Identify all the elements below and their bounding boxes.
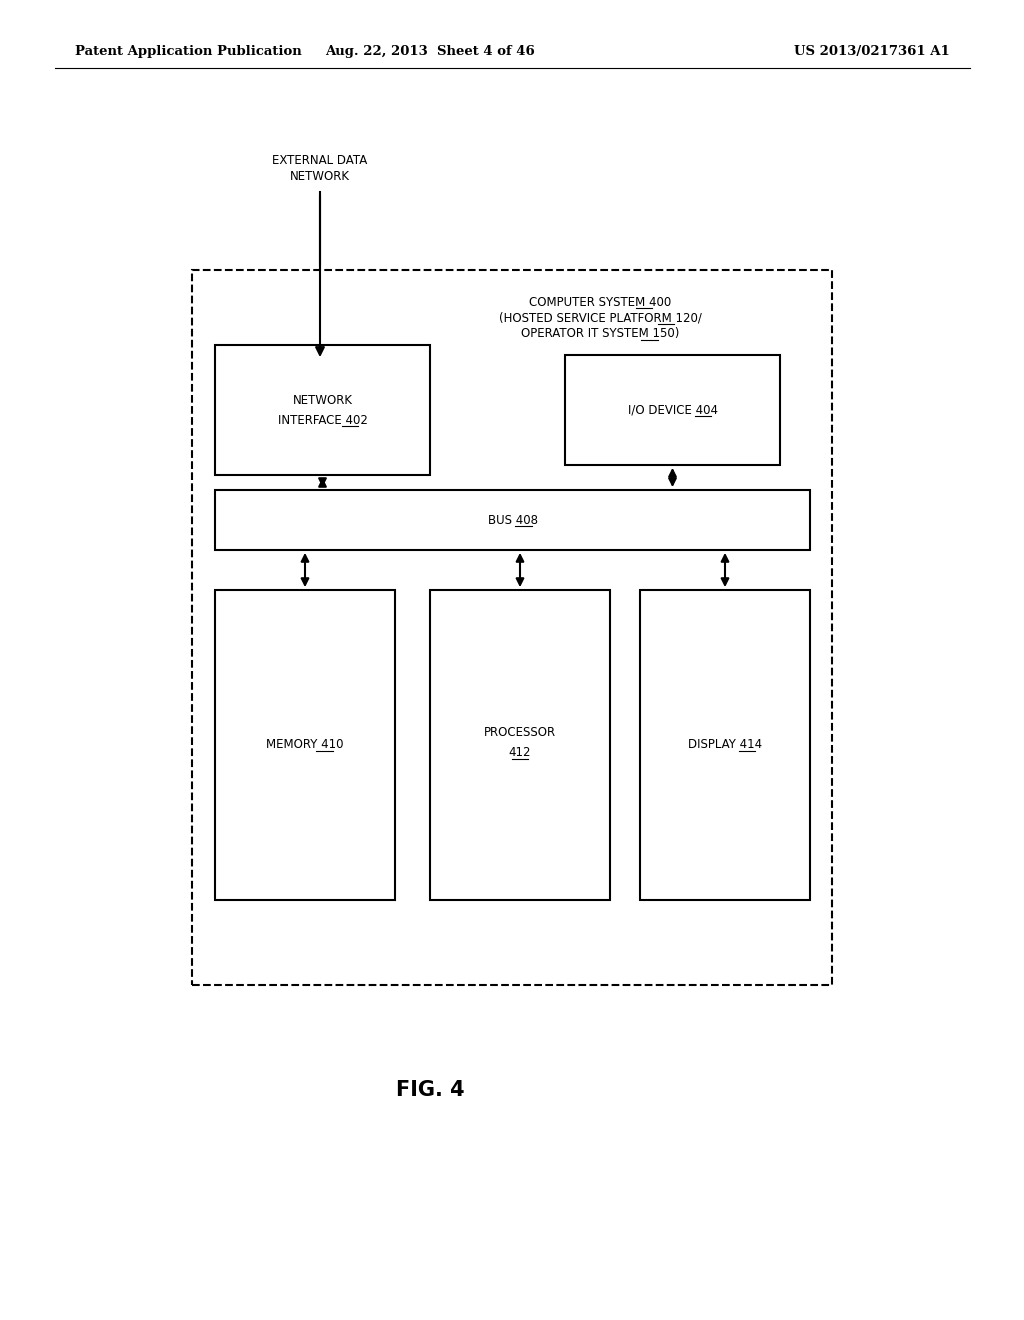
Text: I/O DEVICE 404: I/O DEVICE 404 <box>628 404 718 417</box>
Text: DISPLAY 414: DISPLAY 414 <box>688 738 762 751</box>
Bar <box>640 590 810 900</box>
Bar <box>215 490 810 550</box>
Text: (HOSTED SERVICE PLATFORM 120/: (HOSTED SERVICE PLATFORM 120/ <box>499 312 701 325</box>
Text: NETWORK: NETWORK <box>293 393 352 407</box>
Text: NETWORK: NETWORK <box>290 170 350 183</box>
Text: BUS 408: BUS 408 <box>487 513 538 527</box>
Bar <box>193 271 831 985</box>
Text: PROCESSOR: PROCESSOR <box>484 726 556 739</box>
Text: INTERFACE 402: INTERFACE 402 <box>278 413 368 426</box>
Bar <box>215 345 430 475</box>
Text: COMPUTER SYSTEM 400: COMPUTER SYSTEM 400 <box>528 296 671 309</box>
Bar <box>215 590 395 900</box>
Text: Patent Application Publication: Patent Application Publication <box>75 45 302 58</box>
Text: OPERATOR IT SYSTEM 150): OPERATOR IT SYSTEM 150) <box>521 327 679 341</box>
Bar <box>430 590 610 900</box>
Text: FIG. 4: FIG. 4 <box>395 1080 464 1100</box>
Text: US 2013/0217361 A1: US 2013/0217361 A1 <box>795 45 950 58</box>
Bar <box>565 355 780 465</box>
Text: Aug. 22, 2013  Sheet 4 of 46: Aug. 22, 2013 Sheet 4 of 46 <box>326 45 535 58</box>
Text: MEMORY 410: MEMORY 410 <box>266 738 344 751</box>
Text: 412: 412 <box>509 747 531 759</box>
Text: EXTERNAL DATA: EXTERNAL DATA <box>272 153 368 166</box>
